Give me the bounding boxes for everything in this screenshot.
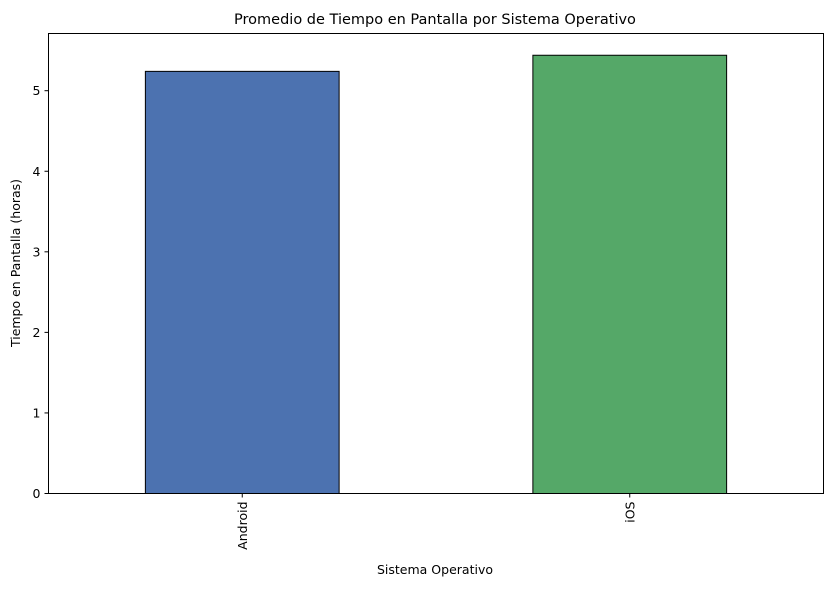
y-tick-label: 1 bbox=[33, 405, 41, 420]
x-tick-label: iOS bbox=[622, 501, 637, 522]
y-tick-label: 5 bbox=[33, 83, 41, 98]
x-axis-label: Sistema Operativo bbox=[377, 562, 493, 577]
y-tick-label: 3 bbox=[33, 244, 41, 259]
y-tick-label: 0 bbox=[33, 486, 41, 501]
chart-title: Promedio de Tiempo en Pantalla por Siste… bbox=[234, 12, 636, 28]
plot-frame bbox=[48, 33, 824, 494]
y-axis-label: Tiempo en Pantalla (horas) bbox=[8, 179, 23, 348]
x-axis-ticks: Android iOS bbox=[235, 493, 637, 550]
bar-android bbox=[144, 70, 340, 494]
y-tick-label: 4 bbox=[33, 164, 41, 179]
y-tick-label: 2 bbox=[33, 325, 41, 340]
x-tick-label: Android bbox=[235, 502, 250, 550]
bars bbox=[144, 54, 728, 494]
bar-ios bbox=[532, 54, 728, 494]
y-axis-ticks: 0 1 2 3 4 5 bbox=[33, 83, 49, 501]
